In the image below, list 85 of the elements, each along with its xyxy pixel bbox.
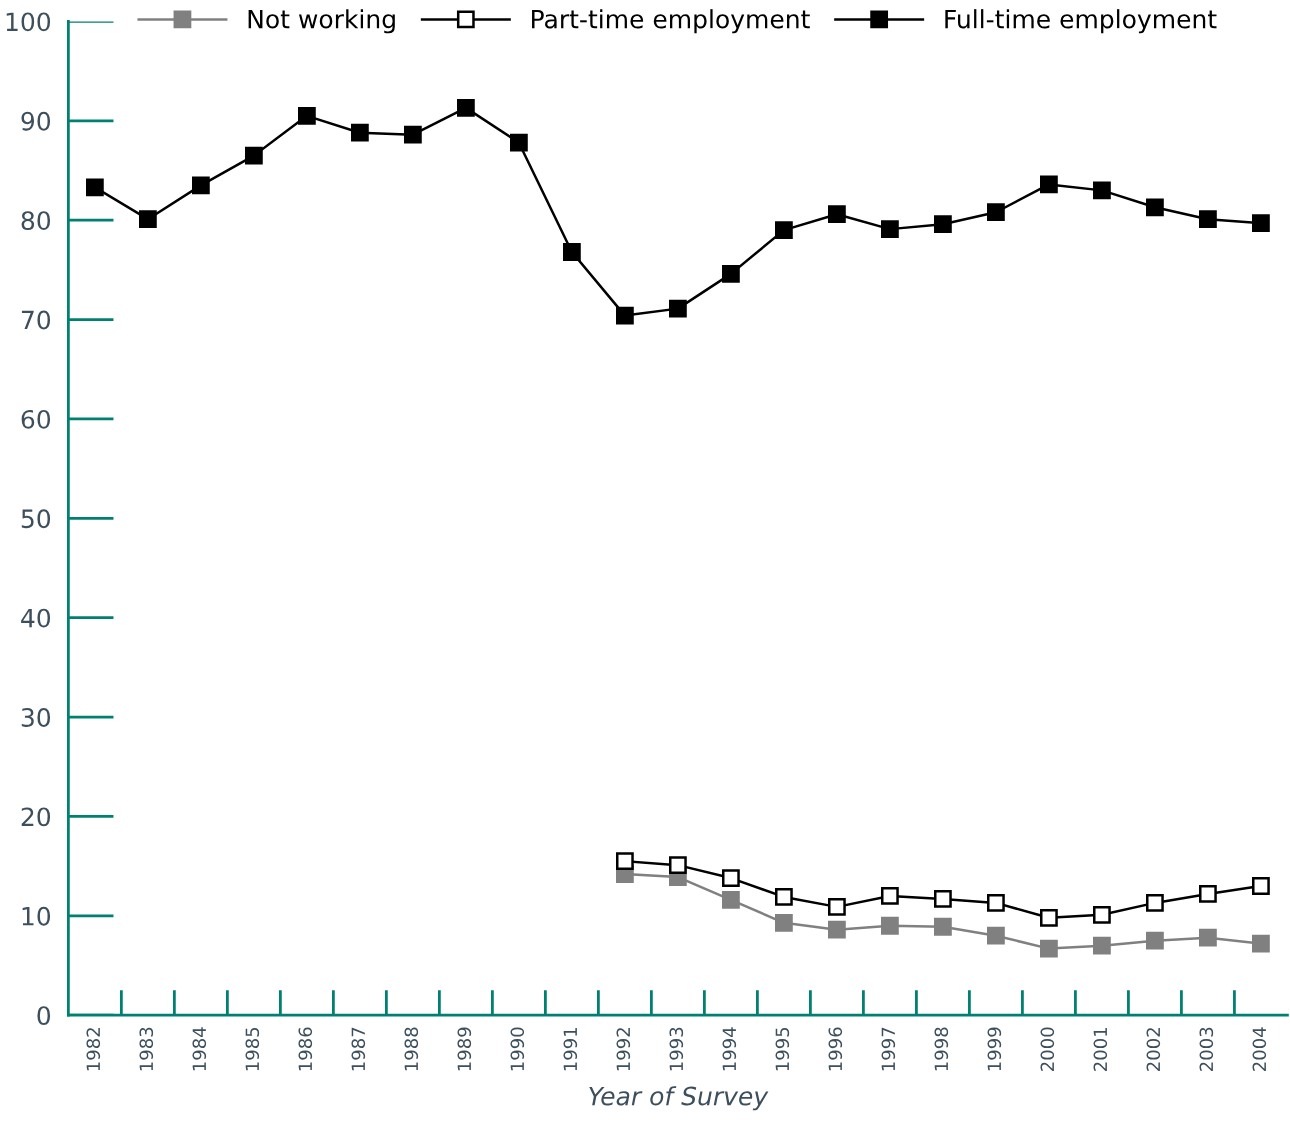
point bbox=[616, 306, 634, 325]
legend-label: Part-time employment bbox=[532, 9, 810, 34]
y-tick-label: 30 bbox=[21, 708, 51, 727]
point bbox=[828, 205, 846, 224]
point bbox=[1146, 198, 1164, 217]
y-tick-label: 50 bbox=[21, 509, 51, 529]
point bbox=[828, 897, 846, 916]
y-tick-label: 70 bbox=[21, 310, 51, 330]
point bbox=[722, 264, 740, 283]
point bbox=[1199, 210, 1217, 229]
y-tick-label: 90 bbox=[21, 111, 51, 131]
point bbox=[1040, 175, 1058, 194]
x-tick-label: 1983 bbox=[139, 1027, 154, 1071]
x-tick-label: 2001 bbox=[1093, 1027, 1108, 1071]
x-tick-label: 1986 bbox=[298, 1027, 313, 1071]
legend-label: Full-time employment bbox=[945, 9, 1217, 34]
point bbox=[1146, 894, 1164, 912]
point bbox=[404, 125, 422, 144]
x-tick-label: 1989 bbox=[457, 1027, 472, 1071]
x-tick-label: 1998 bbox=[934, 1027, 949, 1071]
y-tick-label: 20 bbox=[21, 807, 51, 827]
point bbox=[934, 917, 952, 936]
point bbox=[1093, 181, 1111, 200]
point bbox=[138, 210, 157, 229]
point bbox=[669, 856, 687, 875]
point bbox=[1146, 931, 1164, 950]
point bbox=[775, 888, 793, 906]
x-tick-label: 1997 bbox=[881, 1027, 896, 1071]
x-tick-label: 1996 bbox=[828, 1027, 843, 1071]
point bbox=[1040, 908, 1058, 927]
x-tick-label: 1993 bbox=[669, 1027, 684, 1071]
x-tick-label: 1988 bbox=[404, 1027, 419, 1071]
x-tick-label: 2000 bbox=[1040, 1027, 1055, 1071]
point bbox=[350, 123, 369, 142]
x-tick-label: 2004 bbox=[1252, 1027, 1267, 1071]
x-tick-label: 1995 bbox=[775, 1027, 790, 1071]
x-tick-label: 1982 bbox=[86, 1028, 101, 1071]
point bbox=[616, 852, 634, 871]
point bbox=[987, 926, 1005, 945]
point bbox=[1040, 939, 1058, 958]
point bbox=[297, 106, 316, 125]
point bbox=[881, 220, 899, 239]
x-tick-label: 1990 bbox=[510, 1027, 525, 1071]
point bbox=[457, 99, 475, 117]
x-tick-label: 1985 bbox=[245, 1027, 260, 1071]
x-axis-title: Year of Survey bbox=[589, 1086, 769, 1111]
point bbox=[775, 221, 793, 240]
point bbox=[828, 920, 846, 939]
y-tick-label: 80 bbox=[21, 211, 51, 231]
y-tick-label: 10 bbox=[22, 906, 51, 926]
point bbox=[722, 891, 740, 909]
point bbox=[1252, 214, 1270, 233]
y-tick-label: 40 bbox=[21, 608, 51, 628]
point bbox=[191, 176, 210, 195]
point bbox=[987, 203, 1005, 222]
point bbox=[775, 913, 793, 932]
point bbox=[881, 916, 899, 935]
point bbox=[987, 894, 1005, 912]
point bbox=[934, 890, 952, 908]
y-tick-label: 60 bbox=[21, 409, 51, 429]
point bbox=[1252, 934, 1270, 953]
x-tick-label: 1984 bbox=[192, 1027, 207, 1071]
point bbox=[669, 299, 687, 318]
x-tick-label: 2002 bbox=[1146, 1028, 1161, 1071]
point bbox=[510, 133, 528, 152]
x-tick-label: 1991 bbox=[563, 1027, 578, 1071]
x-tick-label: 1992 bbox=[616, 1028, 631, 1071]
x-tick-label: 1999 bbox=[987, 1027, 1002, 1071]
point bbox=[563, 243, 581, 261]
point bbox=[1199, 928, 1217, 947]
point bbox=[1199, 885, 1217, 903]
point bbox=[934, 215, 952, 234]
legend-label: Not working bbox=[248, 9, 395, 34]
point bbox=[85, 178, 104, 197]
x-tick-label: 1994 bbox=[722, 1027, 737, 1071]
point bbox=[881, 887, 899, 905]
x-tick-label: 2003 bbox=[1199, 1027, 1214, 1071]
point bbox=[1093, 905, 1111, 924]
x-tick-label: 1987 bbox=[351, 1027, 366, 1071]
point bbox=[244, 146, 263, 165]
point bbox=[722, 869, 740, 887]
y-tick-label: 100 bbox=[6, 12, 51, 32]
y-tick-label: 0 bbox=[37, 1006, 51, 1026]
point bbox=[1093, 936, 1111, 955]
point bbox=[1252, 877, 1270, 895]
